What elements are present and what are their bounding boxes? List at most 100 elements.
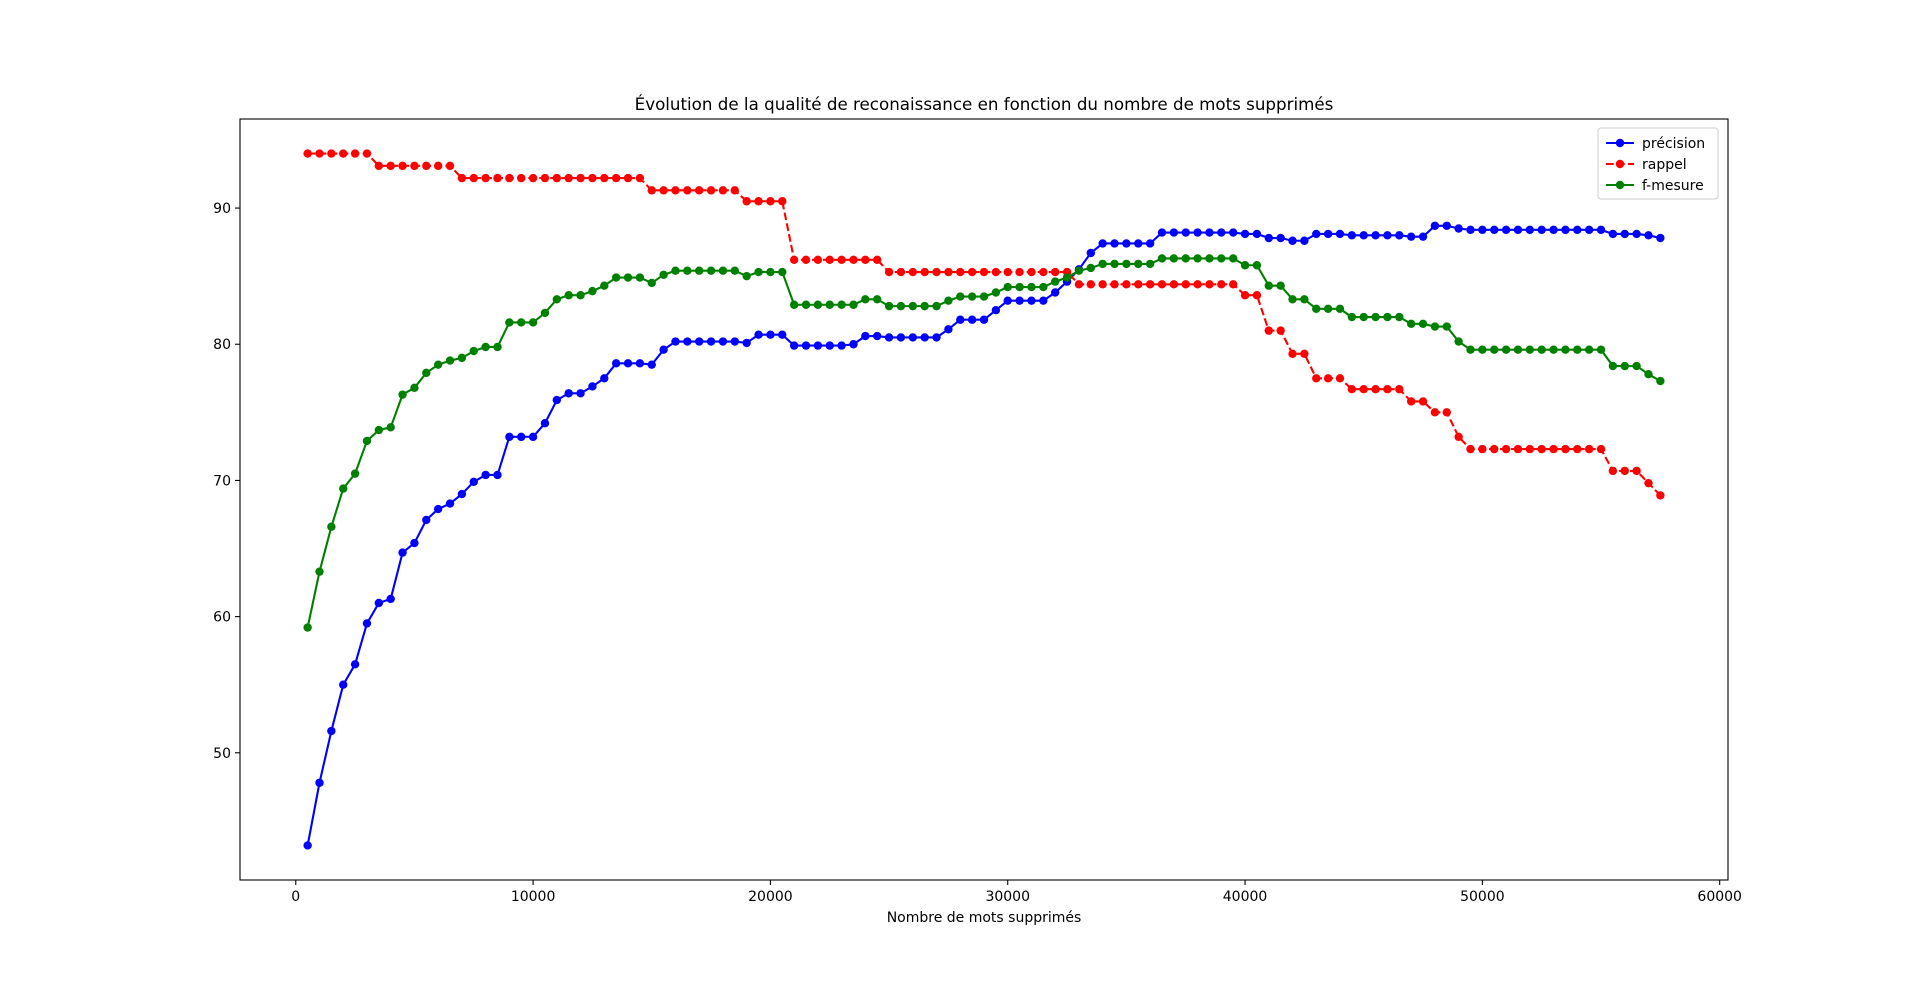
marker [647,186,656,195]
marker [350,469,360,478]
marker [1134,280,1143,289]
marker [861,295,870,304]
marker [1584,444,1594,454]
marker [623,359,633,368]
marker [1525,225,1535,235]
marker [944,325,953,334]
marker [1501,444,1511,454]
marker [327,522,336,531]
marker [339,149,348,158]
marker [1395,231,1404,240]
marker [647,360,656,369]
marker [920,301,929,311]
marker [410,538,419,548]
marker [1205,280,1214,289]
marker [825,341,834,350]
marker [1122,239,1131,248]
marker [647,278,656,288]
marker [1418,319,1428,329]
marker [1359,312,1368,322]
marker [754,197,763,206]
marker [1513,444,1523,454]
marker [1442,322,1451,331]
marker [315,778,324,787]
marker [1430,221,1440,230]
marker [433,161,443,171]
marker [1335,304,1345,314]
marker [1228,280,1238,289]
marker [671,266,680,275]
marker [611,359,621,368]
marker [493,342,502,352]
legend-marker [1615,159,1625,169]
x-tick-label: 30000 [985,889,1030,905]
marker [552,295,562,304]
marker [350,149,360,158]
marker [1098,259,1107,269]
marker [540,173,550,183]
marker [1596,345,1606,354]
marker [1596,225,1606,235]
marker [1134,259,1143,269]
marker [956,292,965,301]
series [303,221,1665,850]
marker [979,315,989,324]
marker [564,291,573,300]
marker [528,432,538,442]
marker [433,360,443,369]
marker [1466,444,1475,454]
marker [683,266,692,275]
marker [303,623,312,632]
marker [422,368,431,378]
x-tick-label: 20000 [748,889,793,905]
marker [1193,254,1202,263]
marker [754,330,763,339]
marker [1157,228,1167,237]
legend-label: précision [1642,136,1705,152]
marker [386,423,395,432]
marker [433,504,443,514]
marker [908,301,918,311]
marker [1537,345,1546,354]
marker [1430,322,1440,331]
marker [1300,295,1309,304]
chart-title: Évolution de la qualité de reconaissance… [635,94,1334,114]
marker [884,301,894,311]
marker [1371,231,1380,240]
marker [1501,225,1511,235]
marker [1062,273,1072,282]
x-axis-label: Nombre de mots supprimés [887,910,1082,926]
marker [1632,466,1641,476]
marker [1418,397,1428,406]
marker [825,255,834,265]
marker [339,680,348,689]
marker [1490,225,1499,235]
marker [635,173,645,183]
marker [505,173,514,183]
legend-label: rappel [1642,157,1687,173]
marker [374,425,384,435]
y-tick-label: 50 [213,746,231,762]
marker [1276,281,1285,290]
marker [1608,229,1618,239]
marker [374,598,384,608]
marker [861,331,870,341]
marker [493,470,502,480]
marker [362,436,372,446]
marker [362,619,372,628]
marker [505,432,514,442]
marker [1074,280,1084,289]
marker [896,301,906,311]
series [303,254,1665,632]
marker [920,333,929,342]
marker [932,301,941,311]
marker [1537,225,1546,235]
marker [1656,491,1665,500]
marker [1490,345,1499,354]
marker [1620,229,1629,239]
marker [1169,280,1179,289]
marker [1632,361,1641,371]
marker [706,186,716,195]
marker [303,149,312,158]
marker [505,318,514,327]
